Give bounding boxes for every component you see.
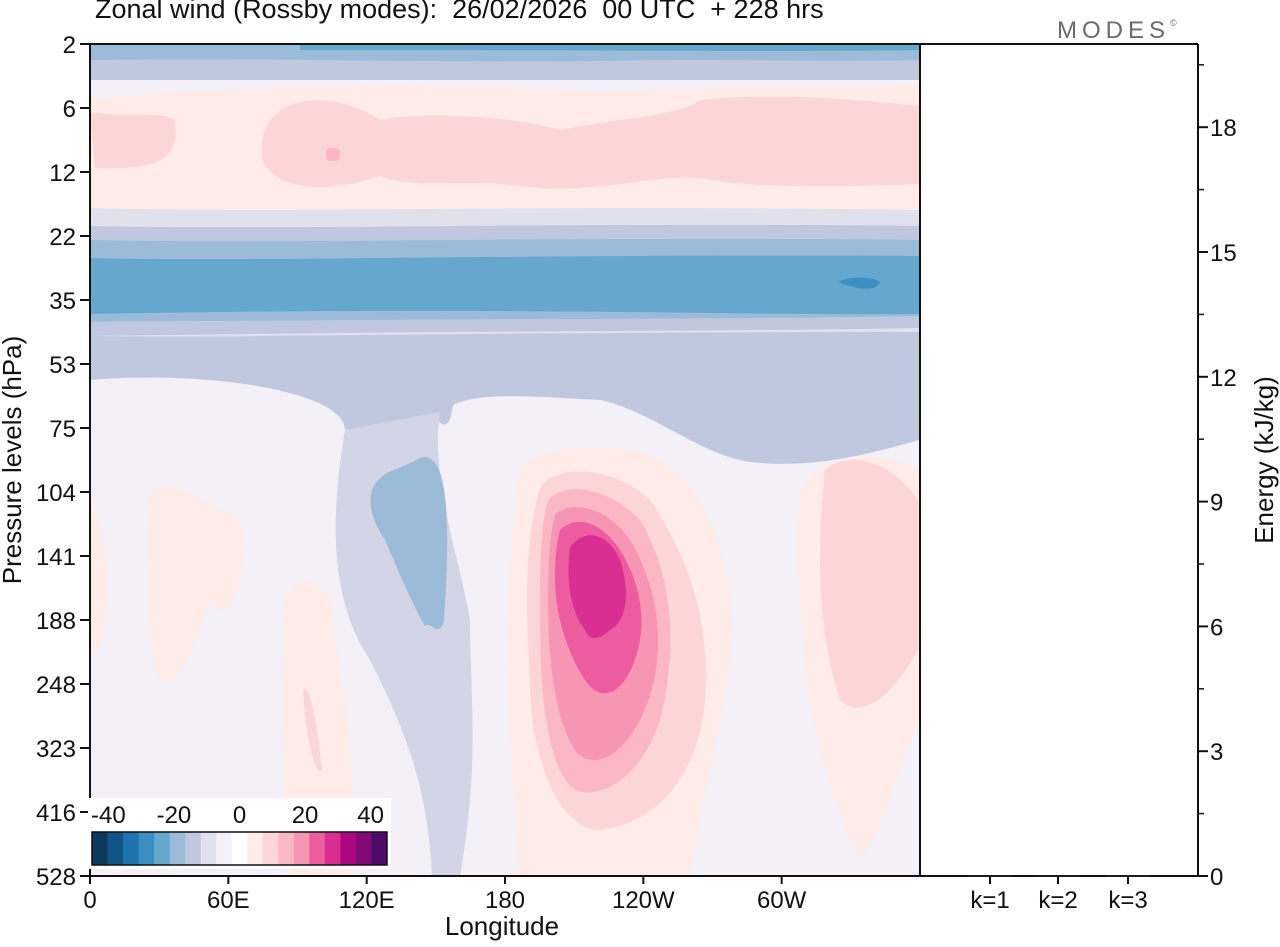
- contour-weak-east-core: [820, 460, 918, 708]
- colorbar-swatch: [107, 832, 124, 865]
- contour-weak-west-1: [148, 487, 244, 682]
- colorbar-swatch: [371, 832, 388, 865]
- contour-easterly-max: [838, 277, 880, 289]
- pressure-tick-label: 53: [49, 352, 76, 379]
- longitude-tick-label: 0: [83, 887, 96, 914]
- longitude-tick-label: 60E: [207, 887, 250, 914]
- colorbar-swatch: [262, 832, 279, 865]
- energy-tick-label: 6: [1210, 614, 1223, 641]
- energy-bar: [1106, 875, 1150, 877]
- energy-tick-label: 15: [1210, 240, 1237, 267]
- pressure-tick-label: 141: [36, 544, 76, 571]
- colorbar-swatch: [324, 832, 341, 865]
- colorbar-swatch: [231, 832, 248, 865]
- energy-bar: [1036, 875, 1080, 877]
- pressure-tick-label: 12: [49, 160, 76, 187]
- colorbar-tick-label: -40: [91, 802, 126, 829]
- colorbar-swatch: [355, 832, 372, 865]
- contour-easterly-core: [90, 255, 920, 315]
- logo-mark: ©: [1170, 18, 1177, 28]
- longitude-tick-label: 120E: [339, 887, 395, 914]
- energy-axis-label: Energy (kJ/kg): [1249, 376, 1279, 544]
- pressure-tick-label: 75: [49, 416, 76, 443]
- pressure-tick-label: 188: [36, 608, 76, 635]
- longitude-axis: 0 60E 120E 180 120W 60W: [83, 876, 807, 914]
- colorbar: -40 -20 0 20 40: [88, 798, 391, 869]
- pressure-tick-label: 35: [49, 288, 76, 315]
- energy-bar: [968, 875, 1012, 877]
- colorbar-tick-label: 0: [233, 802, 246, 829]
- x-axis-label: Longitude: [445, 911, 559, 941]
- contour-easterly-shoulder: [90, 332, 920, 425]
- pressure-tick-label: 248: [36, 672, 76, 699]
- pressure-axis: 2 6 12 22 35 53 75 104 141 188 248 323 416 528: [36, 32, 90, 891]
- colorbar-swatch: [92, 832, 108, 865]
- contour-westerly-core: [262, 96, 920, 189]
- pressure-tick-label: 528: [36, 864, 76, 891]
- pressure-tick-label: 323: [36, 736, 76, 763]
- pressure-tick-label: 22: [49, 224, 76, 251]
- energy-tick-label: 9: [1210, 490, 1223, 517]
- colorbar-swatch: [200, 832, 217, 865]
- energy-category-label: k=3: [1108, 887, 1147, 914]
- contour-tongue-core: [370, 457, 448, 630]
- longitude-tick-label: 180: [485, 887, 525, 914]
- colorbar-swatch: [278, 832, 295, 865]
- contour-westerly-left: [90, 112, 176, 169]
- contour-westerly-spot: [326, 148, 340, 161]
- colorbar-swatch: [340, 832, 357, 865]
- contour-weak-west-3: [303, 688, 322, 772]
- colorbar-swatch: [138, 832, 155, 865]
- contour-jet-core: [568, 535, 626, 639]
- contour-field: [90, 44, 920, 876]
- chart-title: Zonal wind (Rossby modes): 26/02/2026 00…: [95, 0, 824, 24]
- energy-tick-label: 12: [1210, 365, 1237, 392]
- energy-tick-label: 0: [1210, 864, 1223, 891]
- energy-tick-label: 18: [1210, 115, 1237, 142]
- longitude-tick-label: 120W: [612, 887, 675, 914]
- colorbar-swatch: [123, 832, 139, 865]
- y-axis-label: Pressure levels (hPa): [0, 336, 27, 585]
- energy-category-label: k=2: [1038, 887, 1077, 914]
- contour-band-top-core: [300, 44, 920, 51]
- logo-text: MODES: [1057, 17, 1171, 44]
- pressure-tick-label: 6: [63, 96, 76, 123]
- contour-easterly-tongue: [90, 334, 920, 876]
- modes-logo: MODES©: [1057, 17, 1177, 45]
- pressure-tick-label: 104: [36, 480, 76, 507]
- energy-category-label: k=1: [970, 887, 1009, 914]
- colorbar-swatch: [169, 832, 186, 865]
- colorbar-tick-label: 40: [357, 802, 384, 829]
- colorbar-tick-label: 20: [292, 802, 319, 829]
- colorbar-swatch: [216, 832, 233, 865]
- energy-bars: k=1 k=2 k=3: [968, 875, 1150, 914]
- longitude-tick-label: 60W: [757, 887, 807, 914]
- colorbar-swatch: [185, 832, 202, 865]
- pressure-tick-label: 416: [36, 800, 76, 827]
- pressure-tick-label: 2: [63, 32, 76, 59]
- energy-tick-label: 3: [1210, 739, 1223, 766]
- colorbar-frame: [91, 831, 388, 866]
- colorbar-swatch: [154, 832, 171, 865]
- colorbar-swatch: [293, 832, 310, 865]
- energy-axis: 0 3 6 9 12 15 18: [1198, 64, 1237, 891]
- colorbar-swatch: [247, 832, 264, 865]
- colorbar-tick-label: -20: [157, 802, 192, 829]
- contour-west-edge: [90, 500, 107, 653]
- colorbar-swatch: [309, 832, 326, 865]
